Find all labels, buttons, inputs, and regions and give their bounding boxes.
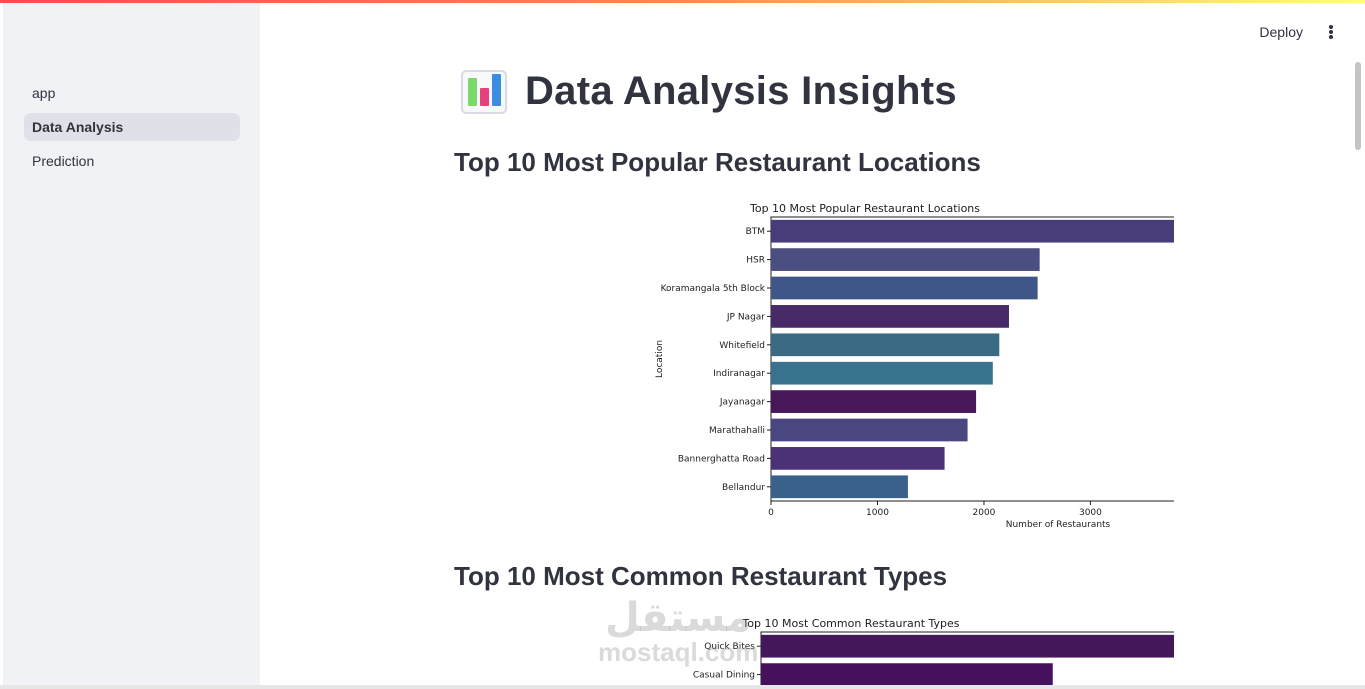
top-accent-bar: [0, 0, 1365, 3]
sidebar-item-label: Prediction: [32, 153, 95, 169]
types-bar-chart: Top 10 Most Common Restaurant Types Quic…: [693, 617, 1174, 688]
x-tick-label: 3000: [1079, 508, 1102, 518]
sidebar: app Data Analysis Prediction: [3, 3, 260, 685]
sidebar-item-app[interactable]: app: [24, 79, 240, 107]
section-heading-locations: Top 10 Most Popular Restaurant Locations: [454, 147, 981, 177]
bar-btm: [771, 219, 1174, 243]
y-tick-label: BTM: [746, 227, 765, 237]
x-axis-label: Number of Restaurants: [1006, 520, 1111, 530]
section-heading-types: Top 10 Most Common Restaurant Types: [454, 561, 948, 591]
y-tick-label: Koramangala 5th Block: [661, 284, 766, 294]
page-title-text: Data Analysis Insights: [525, 69, 957, 113]
bar-jp-nagar: [771, 305, 1009, 328]
bar-bellandur: [771, 475, 908, 499]
y-tick-label: Bellandur: [722, 483, 765, 493]
sidebar-item-label: Data Analysis: [32, 119, 124, 135]
header-actions: Deploy: [1259, 20, 1339, 44]
bottom-border: [0, 685, 1365, 689]
bar-bannerghatta-road: [771, 447, 945, 470]
chart-title: Top 10 Most Common Restaurant Types: [741, 617, 959, 630]
bar-jayanagar: [771, 390, 977, 413]
bar-indiranagar: [771, 361, 993, 385]
y-tick-label: Bannerghatta Road: [678, 454, 765, 464]
main-content: Data Analysis Insights Top 10 Most Popul…: [260, 3, 1360, 688]
scrollbar-thumb[interactable]: [1355, 62, 1361, 150]
y-tick-label: Jayanagar: [719, 398, 765, 408]
bar-hsr: [771, 248, 1040, 271]
page-title: Data Analysis Insights: [461, 69, 957, 114]
y-tick-label: HSR: [746, 256, 765, 266]
locations-bar-chart: Top 10 Most Popular Restaurant Locations…: [655, 202, 1174, 530]
bar-whitefield: [771, 333, 1000, 357]
bar-koramangala-5th-block: [771, 276, 1038, 300]
vertical-dots-icon[interactable]: [1323, 22, 1339, 42]
y-tick-label: Quick Bites: [704, 642, 755, 652]
y-tick-label: Marathahalli: [709, 426, 765, 436]
chart-frame: [770, 216, 1174, 502]
chart-title: Top 10 Most Popular Restaurant Locations: [749, 202, 980, 215]
x-tick-label: 0: [768, 508, 774, 518]
x-tick-label: 1000: [866, 508, 889, 518]
bar-marathahalli: [771, 418, 968, 442]
sidebar-item-data-analysis[interactable]: Data Analysis: [24, 113, 240, 141]
x-tick-label: 2000: [973, 508, 996, 518]
y-axis-label: Location: [655, 340, 665, 378]
y-tick-label: Whitefield: [719, 341, 765, 351]
sidebar-item-label: app: [32, 85, 56, 101]
deploy-button[interactable]: Deploy: [1259, 24, 1303, 40]
y-tick-label: JP Nagar: [726, 312, 765, 322]
y-tick-label: Indiranagar: [713, 369, 765, 379]
y-tick-label: Casual Dining: [693, 671, 755, 681]
bar-casual-dining: [761, 663, 1053, 686]
sidebar-item-prediction[interactable]: Prediction: [24, 147, 240, 175]
bar-quick-bites: [761, 634, 1174, 658]
bar-chart-emoji-icon: [461, 69, 507, 114]
